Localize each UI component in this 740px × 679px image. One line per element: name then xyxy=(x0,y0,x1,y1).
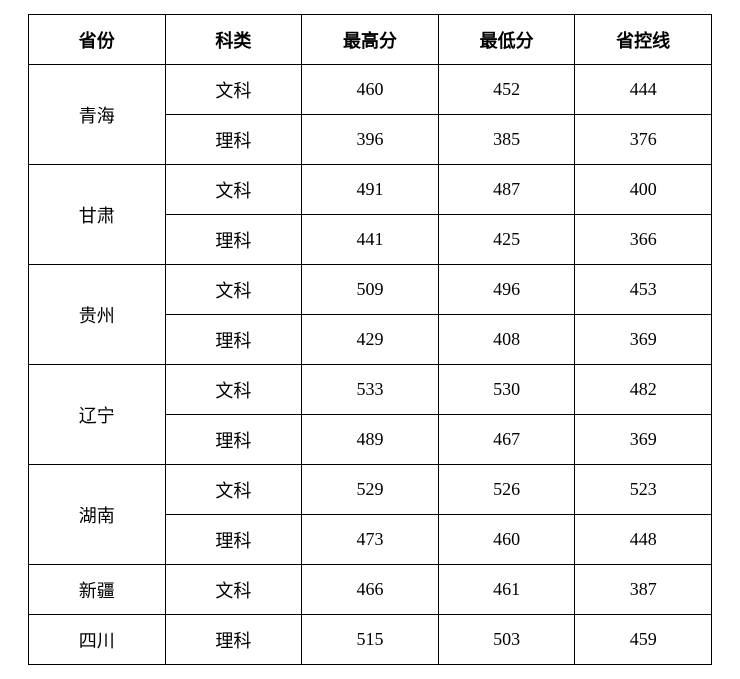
subject-cell: 文科 xyxy=(165,565,302,615)
max-cell: 509 xyxy=(302,265,439,315)
subject-cell: 文科 xyxy=(165,165,302,215)
max-cell: 533 xyxy=(302,365,439,415)
province-cell: 湖南 xyxy=(29,465,166,565)
table-row: 四川 理科 515 503 459 xyxy=(29,615,712,665)
line-cell: 448 xyxy=(575,515,712,565)
header-min: 最低分 xyxy=(438,15,575,65)
line-cell: 459 xyxy=(575,615,712,665)
max-cell: 491 xyxy=(302,165,439,215)
min-cell: 425 xyxy=(438,215,575,265)
max-cell: 396 xyxy=(302,115,439,165)
province-cell: 贵州 xyxy=(29,265,166,365)
header-province: 省份 xyxy=(29,15,166,65)
line-cell: 453 xyxy=(575,265,712,315)
min-cell: 487 xyxy=(438,165,575,215)
table-row: 湖南 文科 529 526 523 xyxy=(29,465,712,515)
line-cell: 369 xyxy=(575,315,712,365)
table-row: 辽宁 文科 533 530 482 xyxy=(29,365,712,415)
max-cell: 473 xyxy=(302,515,439,565)
max-cell: 460 xyxy=(302,65,439,115)
table-row: 青海 文科 460 452 444 xyxy=(29,65,712,115)
subject-cell: 文科 xyxy=(165,65,302,115)
province-cell: 辽宁 xyxy=(29,365,166,465)
min-cell: 530 xyxy=(438,365,575,415)
line-cell: 523 xyxy=(575,465,712,515)
province-cell: 青海 xyxy=(29,65,166,165)
subject-cell: 理科 xyxy=(165,415,302,465)
subject-cell: 理科 xyxy=(165,115,302,165)
line-cell: 366 xyxy=(575,215,712,265)
subject-cell: 理科 xyxy=(165,215,302,265)
line-cell: 387 xyxy=(575,565,712,615)
min-cell: 496 xyxy=(438,265,575,315)
subject-cell: 文科 xyxy=(165,365,302,415)
max-cell: 466 xyxy=(302,565,439,615)
province-cell: 甘肃 xyxy=(29,165,166,265)
min-cell: 461 xyxy=(438,565,575,615)
subject-cell: 文科 xyxy=(165,265,302,315)
min-cell: 467 xyxy=(438,415,575,465)
min-cell: 460 xyxy=(438,515,575,565)
table-row: 贵州 文科 509 496 453 xyxy=(29,265,712,315)
table-row: 甘肃 文科 491 487 400 xyxy=(29,165,712,215)
subject-cell: 理科 xyxy=(165,515,302,565)
min-cell: 526 xyxy=(438,465,575,515)
header-subject: 科类 xyxy=(165,15,302,65)
province-cell: 新疆 xyxy=(29,565,166,615)
table-wrapper: 省份 科类 最高分 最低分 省控线 青海 文科 460 452 444 理科 3… xyxy=(0,0,740,679)
table-body: 青海 文科 460 452 444 理科 396 385 376 甘肃 文科 4… xyxy=(29,65,712,665)
max-cell: 529 xyxy=(302,465,439,515)
max-cell: 441 xyxy=(302,215,439,265)
header-line: 省控线 xyxy=(575,15,712,65)
line-cell: 376 xyxy=(575,115,712,165)
subject-cell: 理科 xyxy=(165,315,302,365)
min-cell: 503 xyxy=(438,615,575,665)
header-max: 最高分 xyxy=(302,15,439,65)
subject-cell: 文科 xyxy=(165,465,302,515)
max-cell: 429 xyxy=(302,315,439,365)
score-table: 省份 科类 最高分 最低分 省控线 青海 文科 460 452 444 理科 3… xyxy=(28,14,712,665)
line-cell: 444 xyxy=(575,65,712,115)
line-cell: 369 xyxy=(575,415,712,465)
min-cell: 452 xyxy=(438,65,575,115)
province-cell: 四川 xyxy=(29,615,166,665)
header-row: 省份 科类 最高分 最低分 省控线 xyxy=(29,15,712,65)
line-cell: 482 xyxy=(575,365,712,415)
min-cell: 385 xyxy=(438,115,575,165)
subject-cell: 理科 xyxy=(165,615,302,665)
max-cell: 489 xyxy=(302,415,439,465)
line-cell: 400 xyxy=(575,165,712,215)
min-cell: 408 xyxy=(438,315,575,365)
max-cell: 515 xyxy=(302,615,439,665)
table-row: 新疆 文科 466 461 387 xyxy=(29,565,712,615)
